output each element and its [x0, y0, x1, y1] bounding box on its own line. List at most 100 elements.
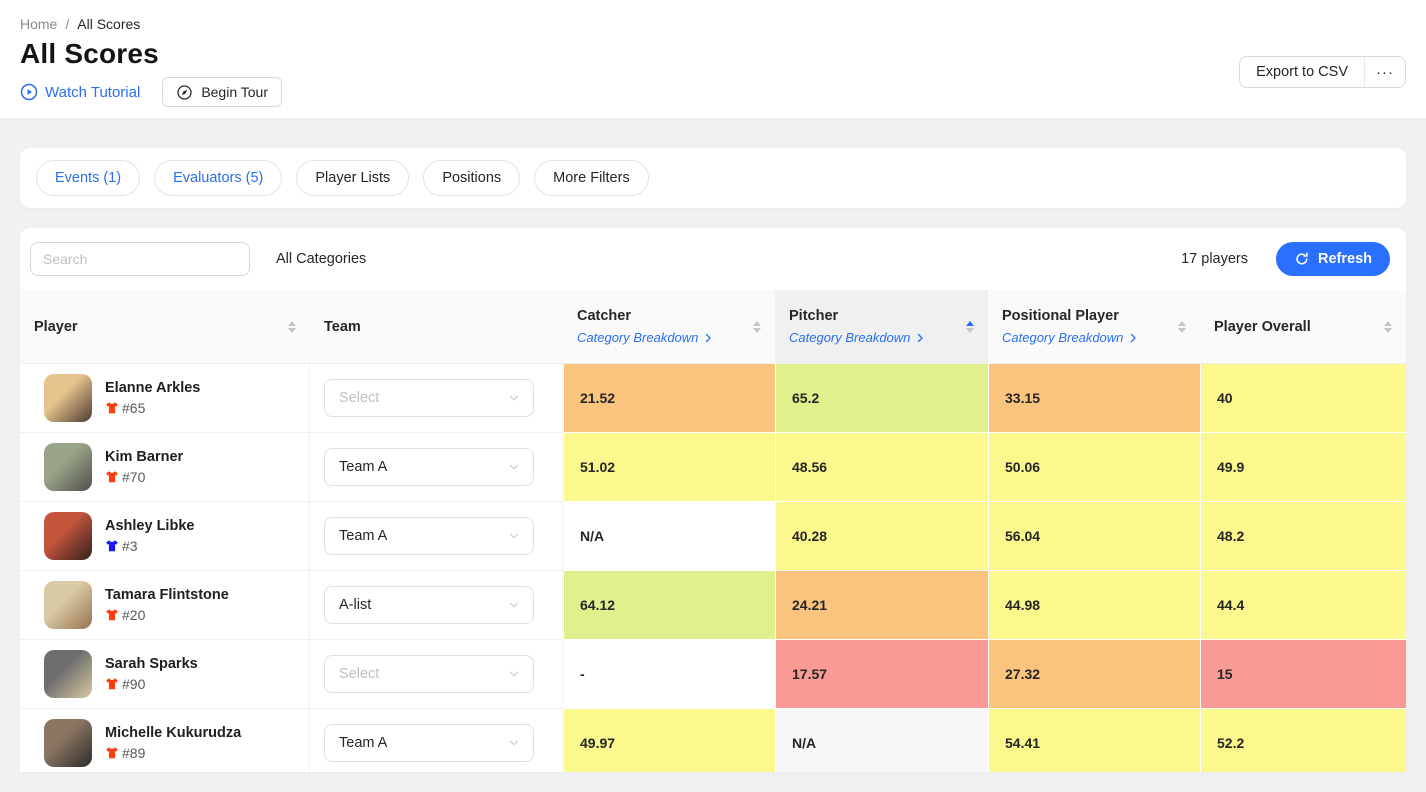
column-header-pitcher[interactable]: Pitcher Category Breakdown	[775, 290, 988, 363]
column-header-team[interactable]: Team	[310, 290, 563, 363]
category-breakdown-link-catcher[interactable]: Category Breakdown	[577, 330, 714, 345]
chevron-down-icon	[507, 598, 521, 612]
team-select[interactable]: Select	[324, 379, 534, 417]
sort-icon-catcher[interactable]	[753, 320, 765, 333]
filter-pill-events-1[interactable]: Events (1)	[36, 160, 141, 196]
team-select[interactable]: Team A	[324, 448, 534, 486]
sort-icon-player-overall[interactable]	[1384, 320, 1396, 333]
player-name: Elanne Arkles	[105, 380, 201, 396]
chevron-down-icon	[507, 736, 521, 750]
export-csv-button[interactable]: Export to CSV	[1239, 56, 1364, 88]
filter-bar: Events (1) Evaluators (5) Player Lists Posi…	[20, 148, 1406, 208]
player-jersey: #20	[105, 607, 229, 623]
filter-pill-player-lists[interactable]: Player Lists	[296, 160, 410, 196]
team-select-value: Team A	[339, 735, 388, 751]
jersey-icon	[105, 677, 119, 691]
team-select[interactable]: A-list	[324, 586, 534, 624]
player-avatar	[44, 443, 92, 491]
jersey-icon	[105, 539, 119, 553]
search-input[interactable]	[30, 242, 250, 276]
sort-icon-player[interactable]	[288, 320, 300, 333]
score-cell: N/A	[775, 709, 988, 772]
score-cell: 33.15	[988, 364, 1200, 433]
jersey-icon	[105, 608, 119, 622]
team-cell: Select	[310, 640, 563, 709]
jersey-number: #20	[122, 607, 146, 623]
score-cell: 65.2	[775, 364, 988, 433]
chevron-right-icon	[914, 332, 926, 344]
page-title: All Scores	[20, 38, 159, 69]
score-value: 50.06	[1005, 459, 1041, 475]
page-header: Home / All Scores All Scores Watch Tutor…	[0, 0, 1426, 118]
score-value: 27.32	[1005, 666, 1041, 682]
score-cell: 48.2	[1200, 502, 1406, 571]
column-header-positional-player[interactable]: Positional Player Category Breakdown	[988, 290, 1200, 363]
player-cell: Ashley Libke #3	[20, 502, 310, 571]
refresh-label: Refresh	[1318, 251, 1372, 267]
score-cell: 15	[1200, 640, 1406, 709]
player-jersey: #3	[105, 538, 194, 554]
table-body: Elanne Arkles #65 Select 21.52 65.2 33.15 40 Ki…	[20, 364, 1406, 772]
column-header-player-overall[interactable]: Player Overall	[1200, 290, 1406, 363]
category-breakdown-link-positional-player[interactable]: Category Breakdown	[1002, 330, 1139, 345]
player-jersey: #65	[105, 400, 200, 416]
team-select[interactable]: Team A	[324, 517, 534, 555]
player-name: Sarah Sparks	[105, 656, 198, 672]
score-cell: 49.97	[563, 709, 775, 772]
score-value: 21.52	[580, 390, 616, 406]
score-cell: 17.57	[775, 640, 988, 709]
sort-icon-positional-player[interactable]	[1178, 320, 1190, 333]
chevron-down-icon	[507, 391, 521, 405]
caret-down-icon	[1384, 327, 1392, 333]
category-breakdown-link-pitcher[interactable]: Category Breakdown	[789, 330, 926, 345]
begin-tour-button[interactable]: Begin Tour	[162, 77, 282, 107]
column-header-catcher[interactable]: Catcher Category Breakdown	[563, 290, 775, 363]
caret-up-icon	[966, 320, 974, 326]
breadcrumb-home[interactable]: Home	[20, 16, 58, 32]
category-filter[interactable]: All Categories	[276, 251, 367, 267]
more-actions-button[interactable]: ···	[1364, 56, 1406, 88]
column-header-player[interactable]: Player	[20, 290, 310, 363]
table-header: Player Team Catcher Category Breakdown Pitch…	[20, 290, 1406, 364]
score-cell: 21.52	[563, 364, 775, 433]
jersey-number: #65	[122, 400, 146, 416]
column-label-player: Player	[34, 318, 78, 335]
player-cell: Sarah Sparks #90	[20, 640, 310, 709]
score-value: 56.04	[1005, 528, 1041, 544]
team-select[interactable]: Select	[324, 655, 534, 693]
caret-up-icon	[1384, 320, 1392, 326]
score-value: 65.2	[792, 390, 820, 406]
caret-down-icon	[288, 327, 296, 333]
score-value: 48.56	[792, 459, 828, 475]
player-avatar	[44, 512, 92, 560]
score-cell: 54.41	[988, 709, 1200, 772]
watch-tutorial-link[interactable]: Watch Tutorial	[20, 83, 140, 101]
player-cell: Elanne Arkles #65	[20, 364, 310, 433]
column-label-team: Team	[324, 318, 361, 335]
refresh-icon	[1294, 251, 1310, 267]
table-row: Tamara Flintstone #20 A-list 64.12 24.21 44.9…	[20, 571, 1406, 640]
score-cell: 44.98	[988, 571, 1200, 640]
score-cell: 24.21	[775, 571, 988, 640]
score-value: 44.4	[1217, 597, 1245, 613]
filter-pill-more-filters[interactable]: More Filters	[534, 160, 649, 196]
score-cell: 44.4	[1200, 571, 1406, 640]
player-name: Kim Barner	[105, 449, 184, 465]
sort-icon-pitcher[interactable]	[966, 320, 978, 333]
player-jersey: #70	[105, 469, 183, 485]
breadcrumb-separator: /	[65, 16, 70, 32]
watch-tutorial-label: Watch Tutorial	[45, 83, 141, 101]
begin-tour-label: Begin Tour	[201, 84, 268, 100]
caret-up-icon	[753, 320, 761, 326]
table-row: Ashley Libke #3 Team A N/A 40.28 56.04 48.2	[20, 502, 1406, 571]
filter-pill-evaluators-5[interactable]: Evaluators (5)	[154, 160, 283, 196]
score-value: 40	[1217, 390, 1233, 406]
team-select[interactable]: Team A	[324, 724, 534, 762]
jersey-number: #3	[122, 538, 138, 554]
refresh-button[interactable]: Refresh	[1276, 242, 1390, 276]
player-avatar	[44, 650, 92, 698]
category-breakdown-label: Category Breakdown	[1002, 330, 1124, 345]
filter-pill-positions[interactable]: Positions	[423, 160, 521, 196]
score-value: 24.21	[792, 597, 828, 613]
team-cell: Team A	[310, 433, 563, 502]
